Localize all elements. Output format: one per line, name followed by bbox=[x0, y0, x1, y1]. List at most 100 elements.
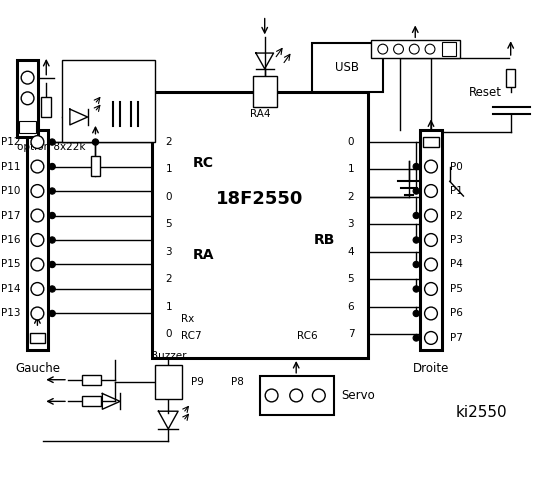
Text: RB: RB bbox=[314, 233, 335, 247]
Bar bbox=[152, 93, 368, 358]
Circle shape bbox=[21, 92, 34, 105]
Circle shape bbox=[31, 258, 44, 271]
Text: P3: P3 bbox=[450, 235, 462, 245]
Circle shape bbox=[425, 234, 437, 246]
Text: P16: P16 bbox=[1, 235, 20, 245]
Circle shape bbox=[413, 188, 419, 194]
Text: 1: 1 bbox=[165, 164, 172, 174]
Text: P2: P2 bbox=[450, 211, 462, 220]
Bar bbox=[442, 42, 456, 56]
Text: RC6: RC6 bbox=[297, 331, 318, 341]
Text: P11: P11 bbox=[1, 162, 20, 171]
Text: 7: 7 bbox=[348, 329, 354, 339]
Bar bbox=[154, 365, 182, 399]
Bar bbox=[420, 130, 442, 350]
Circle shape bbox=[425, 332, 437, 344]
Circle shape bbox=[21, 71, 34, 84]
Bar bbox=[17, 60, 38, 137]
Text: Servo: Servo bbox=[341, 389, 375, 402]
Text: 0: 0 bbox=[348, 137, 354, 146]
Circle shape bbox=[413, 335, 419, 341]
Circle shape bbox=[413, 212, 419, 219]
Bar bbox=[82, 375, 101, 384]
Text: 3: 3 bbox=[165, 247, 172, 257]
Text: P1: P1 bbox=[450, 186, 462, 196]
Text: P5: P5 bbox=[450, 284, 462, 294]
Bar bbox=[312, 43, 383, 93]
Circle shape bbox=[413, 237, 419, 243]
Circle shape bbox=[49, 188, 55, 194]
Bar bbox=[91, 156, 101, 176]
Text: Gauche: Gauche bbox=[15, 362, 60, 375]
Circle shape bbox=[394, 44, 404, 54]
Text: P12: P12 bbox=[1, 137, 20, 147]
Circle shape bbox=[49, 139, 55, 145]
Text: P7: P7 bbox=[450, 333, 462, 343]
Text: RC7: RC7 bbox=[181, 331, 202, 341]
Circle shape bbox=[413, 163, 419, 170]
Circle shape bbox=[31, 185, 44, 197]
Text: RA4: RA4 bbox=[249, 109, 270, 119]
Circle shape bbox=[425, 185, 437, 197]
Text: P4: P4 bbox=[450, 260, 462, 269]
Bar bbox=[260, 376, 333, 415]
Circle shape bbox=[409, 44, 419, 54]
Circle shape bbox=[31, 136, 44, 148]
Circle shape bbox=[92, 139, 98, 145]
Text: 0: 0 bbox=[165, 192, 172, 202]
Bar bbox=[62, 60, 155, 142]
Text: 2: 2 bbox=[165, 137, 172, 146]
Text: 6: 6 bbox=[348, 302, 354, 312]
Bar bbox=[19, 121, 36, 133]
Text: 2: 2 bbox=[348, 192, 354, 202]
Text: P15: P15 bbox=[1, 260, 20, 269]
Text: Reset: Reset bbox=[469, 86, 502, 99]
Text: Rx: Rx bbox=[181, 314, 194, 324]
Bar bbox=[29, 333, 45, 343]
Text: P14: P14 bbox=[1, 284, 20, 294]
Text: 1: 1 bbox=[165, 302, 172, 312]
Circle shape bbox=[290, 389, 302, 402]
Circle shape bbox=[413, 286, 419, 292]
Circle shape bbox=[49, 310, 55, 317]
Circle shape bbox=[413, 261, 419, 268]
Circle shape bbox=[425, 160, 437, 173]
Text: 1: 1 bbox=[348, 164, 354, 174]
Circle shape bbox=[31, 209, 44, 222]
Circle shape bbox=[425, 209, 437, 222]
Text: 2: 2 bbox=[165, 275, 172, 284]
Text: 5: 5 bbox=[165, 219, 172, 229]
Circle shape bbox=[49, 237, 55, 243]
Bar bbox=[82, 396, 101, 406]
Text: P10: P10 bbox=[1, 186, 20, 196]
Circle shape bbox=[425, 258, 437, 271]
Circle shape bbox=[31, 234, 44, 246]
Bar bbox=[506, 69, 515, 86]
Circle shape bbox=[49, 163, 55, 170]
Bar bbox=[41, 97, 51, 117]
Text: option 8x22k: option 8x22k bbox=[17, 142, 85, 152]
Text: P17: P17 bbox=[1, 211, 20, 220]
Circle shape bbox=[31, 283, 44, 295]
Circle shape bbox=[31, 307, 44, 320]
Text: RA: RA bbox=[193, 248, 215, 262]
Bar bbox=[423, 137, 439, 147]
Text: 5: 5 bbox=[348, 275, 354, 284]
Text: Buzzer: Buzzer bbox=[150, 351, 186, 361]
Circle shape bbox=[413, 310, 419, 317]
Bar bbox=[253, 76, 276, 107]
Text: RC: RC bbox=[193, 156, 214, 170]
Text: 4: 4 bbox=[348, 247, 354, 257]
Circle shape bbox=[49, 286, 55, 292]
Text: Droite: Droite bbox=[413, 362, 449, 375]
Circle shape bbox=[378, 44, 388, 54]
Circle shape bbox=[425, 44, 435, 54]
Circle shape bbox=[312, 389, 325, 402]
Circle shape bbox=[265, 389, 278, 402]
Text: P9: P9 bbox=[191, 377, 204, 387]
Circle shape bbox=[49, 212, 55, 219]
Text: ki2550: ki2550 bbox=[455, 405, 507, 420]
Bar bbox=[27, 130, 48, 350]
Text: P0: P0 bbox=[450, 162, 462, 171]
Text: P8: P8 bbox=[231, 377, 243, 387]
